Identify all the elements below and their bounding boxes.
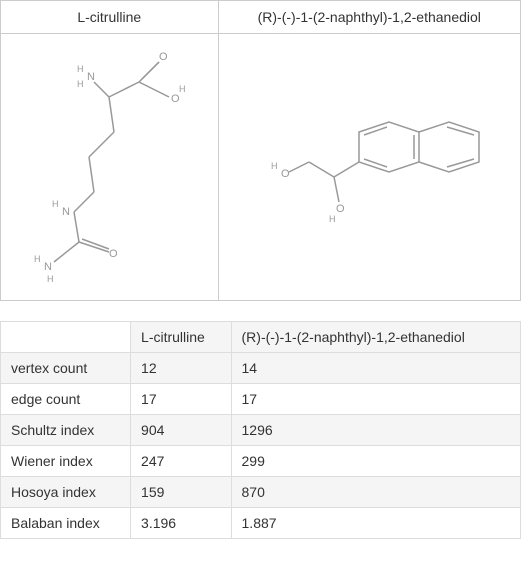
svg-text:N: N [62, 206, 70, 218]
svg-text:N: N [44, 261, 52, 273]
citrulline-structure: O O H N H H N H O N H H [19, 42, 199, 292]
svg-text:H: H [52, 199, 59, 209]
property-value: 299 [231, 446, 520, 477]
svg-text:H: H [179, 84, 186, 94]
compounds-table: L-citrulline (R)-(-)-1-(2-naphthyl)-1,2-… [0, 0, 521, 301]
property-value: 17 [231, 384, 520, 415]
property-header-1: L-citrulline [131, 322, 231, 353]
property-header-empty [1, 322, 131, 353]
property-label: Schultz index [1, 415, 131, 446]
svg-text:O: O [336, 203, 345, 215]
property-label: edge count [1, 384, 131, 415]
svg-text:N: N [87, 71, 95, 83]
property-value: 870 [231, 477, 520, 508]
svg-text:H: H [47, 274, 54, 284]
structure-cell-2: O H O H [218, 34, 520, 301]
svg-text:H: H [34, 254, 41, 264]
naphthyl-structure: O H O H [239, 92, 499, 242]
property-label: Wiener index [1, 446, 131, 477]
table-row: Schultz index 904 1296 [1, 415, 521, 446]
svg-text:O: O [281, 168, 290, 180]
svg-text:O: O [171, 93, 180, 105]
properties-table: L-citrulline (R)-(-)-1-(2-naphthyl)-1,2-… [0, 321, 521, 539]
svg-text:H: H [77, 64, 84, 74]
property-label: vertex count [1, 353, 131, 384]
property-value: 247 [131, 446, 231, 477]
property-value: 159 [131, 477, 231, 508]
compound-header-1: L-citrulline [1, 1, 219, 34]
compound-header-2: (R)-(-)-1-(2-naphthyl)-1,2-ethanediol [218, 1, 520, 34]
table-row: Hosoya index 159 870 [1, 477, 521, 508]
svg-text:H: H [329, 214, 336, 224]
svg-text:O: O [109, 248, 118, 260]
property-value: 904 [131, 415, 231, 446]
svg-text:O: O [159, 51, 168, 63]
property-value: 1296 [231, 415, 520, 446]
property-value: 12 [131, 353, 231, 384]
structure-cell-1: O O H N H H N H O N H H [1, 34, 219, 301]
table-row: Balaban index 3.196 1.887 [1, 508, 521, 539]
property-value: 3.196 [131, 508, 231, 539]
property-label: Hosoya index [1, 477, 131, 508]
property-value: 14 [231, 353, 520, 384]
table-row: vertex count 12 14 [1, 353, 521, 384]
property-header-2: (R)-(-)-1-(2-naphthyl)-1,2-ethanediol [231, 322, 520, 353]
table-row: Wiener index 247 299 [1, 446, 521, 477]
property-value: 17 [131, 384, 231, 415]
property-value: 1.887 [231, 508, 520, 539]
property-label: Balaban index [1, 508, 131, 539]
svg-text:H: H [271, 161, 278, 171]
table-row: edge count 17 17 [1, 384, 521, 415]
svg-text:H: H [77, 79, 84, 89]
